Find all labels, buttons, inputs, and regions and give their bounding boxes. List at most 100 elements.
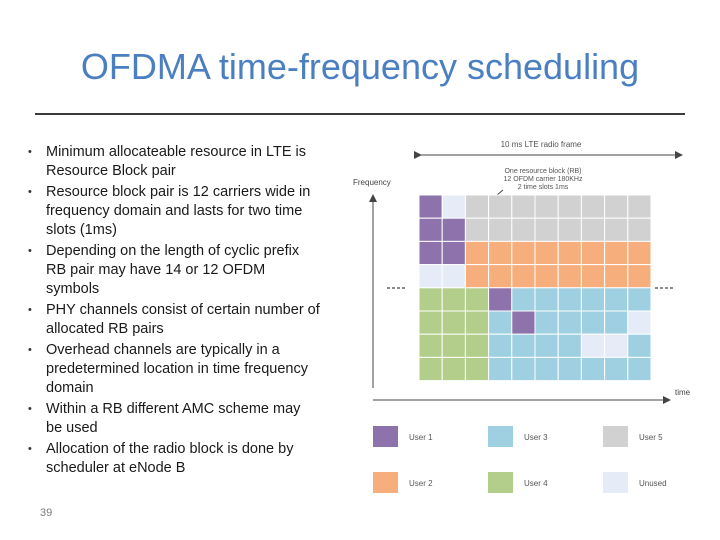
rb-cell-user3 [534,287,559,312]
rb-cell-user4 [418,310,443,335]
rb-cell-user2 [557,264,582,289]
ofdma-diagram: 10 ms LTE radio frame One resource block… [353,140,691,493]
rb-cell-user5 [464,194,490,219]
title-divider [35,113,685,115]
rb-cell-user3 [511,333,536,358]
rb-cell-user1 [418,217,443,242]
rb-cell-user3 [580,356,606,382]
page-number: 39 [40,507,53,519]
rb-cell-user2 [464,240,490,266]
rb-cell-user3 [627,333,652,358]
legend-swatch-unused [603,472,628,493]
rb-cell-user3 [488,333,513,358]
ofdma-resource-grid-figure: 10 ms LTE radio frame One resource block… [345,130,695,500]
rb-cell-user1 [511,310,536,335]
rb-cell-user5 [464,217,490,242]
bullet-list: • Minimum allocateable resource in LTE is… [20,143,320,480]
rb-cell-unused [441,194,466,219]
rb-cell-user1 [441,240,466,266]
rb-cell-user5 [534,194,559,219]
rb-note-line-2: 12 OFDM carrier 180KHz [504,176,583,183]
frame-label: 10 ms LTE radio frame [501,140,582,149]
rb-cell-unused [441,264,466,289]
rb-cell-user4 [464,356,490,382]
rb-cell-user3 [511,287,536,312]
rb-cell-user1 [488,287,513,312]
rb-cell-user3 [557,356,582,382]
legend-label-user4: User 4 [524,479,548,488]
rb-cell-user5 [580,217,606,242]
rb-cell-unused [604,333,629,358]
rb-cell-user2 [557,240,582,266]
bullet-dot-icon: • [28,304,32,316]
rb-cell-user3 [488,310,513,335]
rb-cell-unused [627,310,652,335]
bullet-text: Within a RB different AMC scheme may be … [46,401,301,436]
rb-cell-user4 [418,333,443,358]
rb-cell-user4 [441,310,466,335]
rb-cell-user5 [580,194,606,219]
legend-label-user3: User 3 [524,433,548,442]
rb-cell-user1 [418,240,443,266]
rb-cell-user2 [464,264,490,289]
rb-cell-user4 [464,287,490,312]
slide-title: OFDMA time-frequency scheduling [80,46,640,87]
rb-cell-user4 [464,333,490,358]
bullet-text: PHY channels consist of certain number o… [46,302,320,337]
resource-block-grid [418,194,652,382]
rb-cell-user5 [534,217,559,242]
rb-cell-user2 [580,240,606,266]
legend: User 1 User 3 User 5 User 2 User 4 Unused [373,426,667,493]
rb-cell-user1 [418,194,443,219]
rb-cell-user3 [557,333,582,358]
bullet-dot-icon: • [28,146,32,158]
bullet-item: • Within a RB different AMC scheme may be… [20,400,320,438]
bullet-text: Overhead channels are typically in a pre… [46,342,308,396]
rb-cell-user3 [580,287,606,312]
rb-cell-user2 [580,264,606,289]
bullet-item: • Overhead channels are typically in a pr… [20,341,320,398]
rb-cell-user3 [488,356,513,382]
rb-cell-user4 [441,333,466,358]
rb-cell-user2 [627,264,652,289]
rb-note-line-1: One resource block (RB) [504,168,581,175]
rb-note-line-3: 2 time slots 1ms [518,184,569,191]
rb-cell-user3 [557,310,582,335]
bullet-dot-icon: • [28,344,32,356]
bullet-item: • Resource block pair is 12 carriers wide… [20,183,320,240]
legend-label-user2: User 2 [409,479,433,488]
rb-cell-user2 [604,240,629,266]
bullet-item: • Depending on the length of cyclic prefi… [20,242,320,299]
rb-cell-user2 [511,240,536,266]
rb-cell-user4 [418,287,443,312]
legend-swatch-user2 [373,472,398,493]
legend-swatch-user3 [488,426,513,447]
rb-cell-user3 [557,287,582,312]
rb-cell-user3 [627,287,652,312]
rb-cell-user3 [604,287,629,312]
rb-cell-user3 [604,310,629,335]
rb-cell-unused [418,264,443,289]
bullet-dot-icon: • [28,403,32,415]
bullet-text: Minimum allocateable resource in LTE is … [46,144,307,179]
rb-cell-user5 [627,194,652,219]
rb-cell-user5 [604,194,629,219]
rb-cell-user3 [511,356,536,382]
rb-cell-user2 [627,240,652,266]
rb-cell-user3 [534,310,559,335]
rb-cell-user5 [604,217,629,242]
rb-cell-user5 [488,217,513,242]
rb-cell-user5 [488,194,513,219]
rb-cell-user2 [488,264,513,289]
rb-cell-user3 [534,333,559,358]
bullet-text: Allocation of the radio block is done by… [46,441,294,476]
legend-swatch-user1 [373,426,398,447]
legend-swatch-user4 [488,472,513,493]
rb-cell-user2 [534,240,559,266]
bullet-dot-icon: • [28,443,32,455]
bullet-item: • Minimum allocateable resource in LTE is… [20,143,320,181]
rb-cell-user5 [511,217,536,242]
rb-cell-user4 [441,356,466,382]
rb-cell-user3 [627,356,652,382]
rb-cell-user1 [441,217,466,242]
